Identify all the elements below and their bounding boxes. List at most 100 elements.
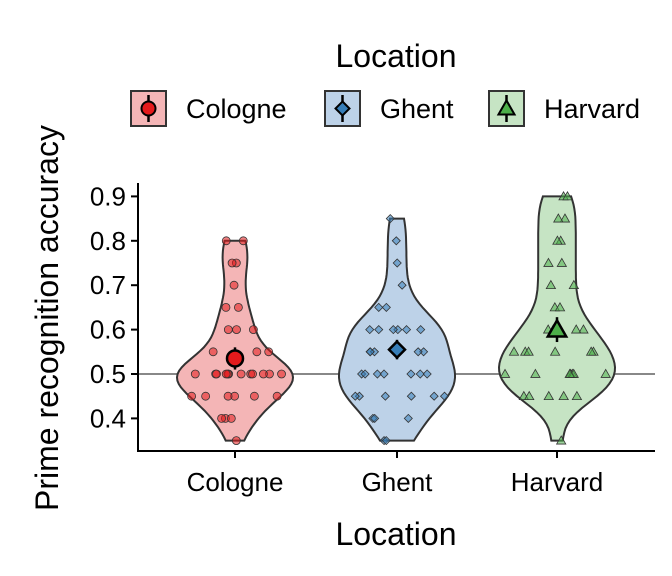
data-point-harvard — [554, 301, 566, 312]
x-tick-label-ghent: Ghent — [362, 467, 434, 497]
data-point-cologne — [231, 436, 241, 446]
data-point-cologne — [234, 302, 243, 312]
data-point-ghent — [388, 325, 398, 335]
data-point-cologne — [187, 391, 197, 401]
data-point-ghent — [381, 436, 391, 446]
y-tick-label: 0.6 — [90, 315, 126, 345]
violin-cologne — [175, 239, 295, 442]
y-tick-label: 0.8 — [90, 226, 126, 256]
data-point-cologne — [248, 369, 257, 379]
data-point-harvard — [553, 213, 564, 223]
data-point-cologne — [201, 391, 211, 401]
data-point-cologne — [223, 325, 233, 335]
data-point-ghent — [422, 369, 432, 379]
data-point-harvard — [530, 368, 541, 378]
data-point-ghent — [416, 325, 426, 335]
data-point-ghent — [370, 413, 380, 423]
data-point-harvard — [523, 390, 535, 401]
data-point-cologne — [277, 369, 286, 379]
x-tick-label-cologne: Cologne — [187, 467, 284, 497]
data-point-ghent — [379, 369, 389, 379]
data-point-ghent — [380, 391, 390, 401]
x-axis-title: Location — [336, 516, 457, 552]
legend: Location Cologne Ghent Harvard — [130, 38, 640, 127]
data-point-cologne — [232, 325, 241, 335]
legend-entry-ghent: Ghent — [324, 90, 454, 127]
data-point-harvard — [568, 279, 580, 290]
data-point-ghent — [406, 391, 416, 401]
data-point-cologne — [227, 258, 237, 268]
y-tick-label: 0.4 — [90, 403, 126, 433]
data-point-ghent — [397, 280, 407, 290]
data-point-ghent — [439, 391, 450, 401]
data-point-ghent — [403, 413, 413, 423]
data-point-harvard — [571, 390, 583, 401]
data-point-ghent — [360, 369, 370, 379]
data-point-harvard — [555, 435, 567, 445]
y-axis-title: Prime recognition accuracy — [29, 125, 65, 511]
data-point-harvard — [578, 324, 589, 334]
data-point-ghent — [365, 347, 375, 357]
data-point-harvard — [549, 346, 561, 356]
mean-marker-harvard — [545, 317, 569, 338]
y-tick-label: 0.7 — [90, 270, 126, 300]
data-point-harvard — [585, 346, 597, 356]
data-point-ghent — [401, 325, 412, 335]
y-tick-label: 0.5 — [90, 359, 126, 389]
data-point-cologne — [252, 347, 262, 357]
y-tick-label: 0.9 — [90, 181, 126, 211]
data-point-cologne — [238, 236, 248, 246]
data-point-ghent — [365, 325, 375, 335]
data-point-cologne — [217, 413, 226, 423]
data-point-harvard — [562, 190, 573, 201]
data-point-harvard — [499, 368, 511, 378]
data-point-ghent — [392, 258, 402, 268]
legend-marker-ghent — [334, 100, 351, 117]
data-point-cologne — [223, 391, 233, 401]
data-point-ghent — [385, 214, 395, 224]
data-point-ghent — [350, 391, 360, 401]
plot-area: 0.4 0.5 0.6 0.7 0.8 0.9 Cologne Ghent Harvard — [90, 181, 655, 497]
data-point-cologne — [272, 391, 282, 401]
data-point-cologne — [221, 236, 231, 246]
data-point-harvard — [559, 213, 571, 223]
data-point-cologne — [249, 325, 258, 335]
data-point-cologne — [190, 369, 200, 379]
data-point-ghent — [391, 236, 401, 246]
data-point-cologne — [264, 347, 274, 357]
data-point-ghent — [374, 302, 384, 312]
data-point-harvard — [556, 257, 568, 267]
data-point-cologne — [221, 369, 231, 379]
data-point-cologne — [236, 369, 246, 379]
data-point-ghent — [413, 347, 423, 357]
legend-entry-harvard: Harvard — [488, 90, 640, 127]
data-point-ghent — [381, 302, 391, 312]
data-point-ghent — [372, 369, 382, 379]
data-point-harvard — [564, 368, 576, 378]
data-point-harvard — [600, 368, 611, 378]
data-point-harvard — [558, 390, 569, 401]
mean-marker-ghent — [387, 339, 407, 360]
data-point-harvard — [523, 346, 534, 356]
legend-title: Location — [336, 38, 457, 74]
x-tick-label-harvard: Harvard — [511, 467, 603, 497]
data-point-cologne — [226, 413, 236, 423]
data-point-cologne — [229, 280, 239, 290]
data-point-harvard — [545, 279, 557, 290]
data-point-ghent — [374, 325, 384, 335]
data-point-cologne — [208, 347, 218, 357]
legend-entry-cologne: Cologne — [130, 90, 287, 127]
mean-marker-cologne — [225, 349, 245, 368]
data-point-cologne — [221, 302, 231, 312]
legend-label-ghent: Ghent — [380, 94, 454, 124]
data-point-ghent — [406, 369, 416, 379]
data-point-cologne — [258, 369, 268, 379]
data-point-harvard — [570, 324, 582, 334]
data-point-cologne — [212, 369, 221, 379]
legend-label-harvard: Harvard — [544, 94, 640, 124]
legend-marker-harvard — [496, 98, 517, 116]
data-point-harvard — [508, 346, 520, 356]
legend-marker-cologne — [140, 100, 157, 117]
data-point-ghent — [429, 391, 439, 401]
